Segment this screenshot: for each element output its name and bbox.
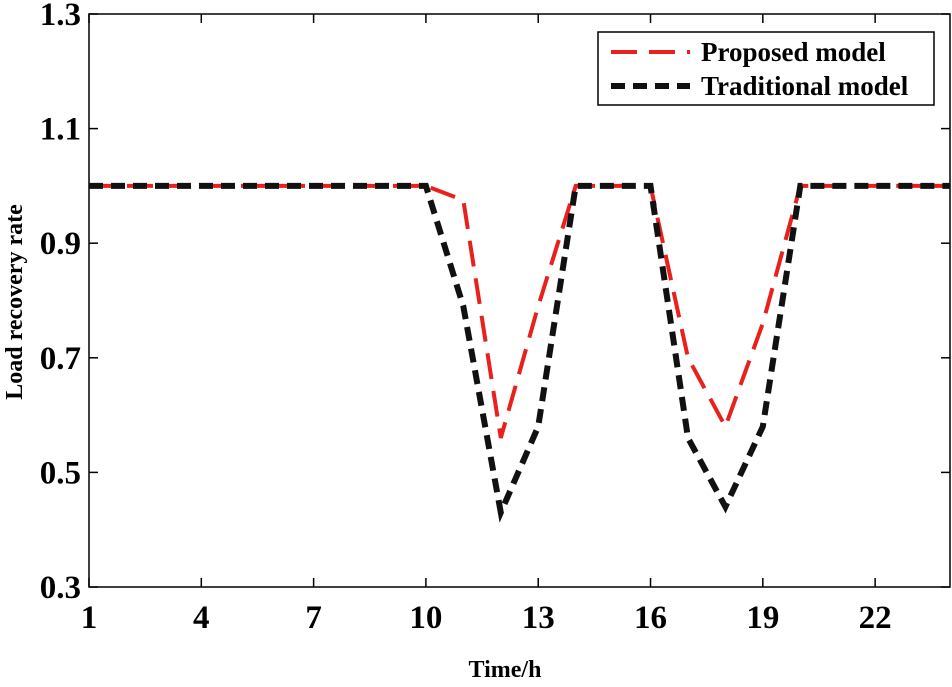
x-tick-label: 16 [634, 600, 667, 636]
legend-box [597, 31, 935, 106]
series-line-proposed [89, 183, 950, 439]
plot-frame [88, 13, 951, 588]
x-axis-label: Time/h [469, 657, 542, 683]
y-tick-label: 0.9 [40, 226, 81, 262]
x-tick-label: 19 [746, 600, 779, 636]
y-tick-label: 0.5 [40, 455, 81, 491]
plot-area [88, 13, 951, 588]
x-tick-label: 7 [305, 600, 322, 636]
y-tick-label: 0.7 [40, 341, 81, 377]
x-tick-label: 4 [193, 600, 210, 636]
y-tick-labels: 0.3 0.5 0.7 0.9 1.1 1.3 [40, 0, 81, 606]
series-line-traditional [89, 182, 950, 523]
y-tick-label: 0.3 [40, 570, 81, 606]
y-tick-label: 1.1 [40, 112, 81, 148]
y-axis-label: Load recovery rate [2, 204, 28, 400]
x-tick-labels: 1 4 7 10 13 16 19 22 [81, 600, 892, 636]
legend: Proposed model Traditional model [597, 31, 935, 106]
legend-label-traditional: Traditional model [701, 71, 909, 101]
x-tick-label: 10 [409, 600, 442, 636]
axis-ticks [88, 13, 950, 588]
series-group [89, 182, 950, 523]
x-tick-label: 13 [522, 600, 555, 636]
y-tick-label: 1.3 [40, 0, 81, 33]
legend-label-proposed: Proposed model [701, 37, 886, 67]
x-tick-label: 1 [81, 600, 98, 636]
x-tick-label: 22 [859, 600, 892, 636]
